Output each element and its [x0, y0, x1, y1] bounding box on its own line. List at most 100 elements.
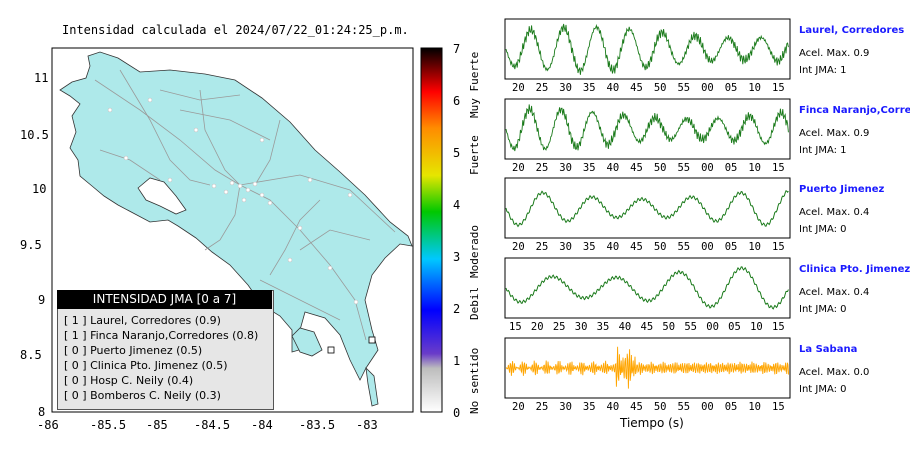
time-tick: 40: [606, 82, 620, 94]
nicoya-gulf: [137, 177, 187, 215]
time-tick: 10: [748, 162, 762, 174]
time-tick: 20: [530, 321, 544, 333]
station-jma: Int JMA: 0: [799, 224, 847, 235]
station-name: Laurel, Corredores: [799, 25, 905, 36]
map-y-tick: 8.5: [20, 348, 42, 362]
station-markers: [327, 336, 376, 354]
time-tick: 40: [606, 162, 620, 174]
time-tick: 35: [582, 162, 596, 174]
time-tick: 55: [677, 82, 691, 94]
time-tick: 00: [701, 241, 714, 253]
time-tick: 15: [509, 321, 522, 333]
time-tick: 05: [724, 401, 738, 413]
time-tick: 40: [606, 401, 620, 413]
colorbar-tick: 6: [453, 94, 461, 108]
station-max-accel: Acel. Max. 0.9: [799, 128, 870, 139]
time-tick: 10: [750, 321, 763, 333]
time-tick: 05: [724, 82, 738, 94]
legend-item: [ 0 ] Clinica Pto. Jimenez (0.5): [64, 359, 228, 372]
waveform-frame: [504, 18, 791, 80]
time-tick: 25: [535, 241, 549, 253]
time-axis-label: Tiempo (s): [620, 416, 684, 430]
time-tick: 35: [582, 241, 596, 253]
colorbar-tick: 0: [453, 406, 461, 420]
colorbar: [420, 47, 443, 413]
map-y-tick: 11: [34, 71, 49, 85]
time-tick: 35: [582, 82, 596, 94]
time-tick: 00: [706, 321, 719, 333]
colorbar-tick: 5: [453, 146, 461, 160]
waveform-trace: [505, 23, 789, 75]
legend-item: [ 0 ] Bomberos C. Neily (0.3): [64, 389, 221, 402]
time-tick: 45: [630, 401, 643, 413]
time-tick: 30: [559, 401, 572, 413]
station-max-accel: Acel. Max. 0.0: [799, 367, 870, 378]
map-x-tick: -84.5: [194, 418, 231, 432]
map-y-tick: 8: [38, 405, 46, 419]
time-tick: 15: [772, 321, 785, 333]
time-tick: 00: [701, 401, 714, 413]
station-name: La Sabana: [799, 344, 858, 355]
time-tick: 55: [677, 401, 691, 413]
map-y-tick: 10: [32, 182, 47, 196]
colorbar-tick: 7: [453, 42, 461, 56]
legend-item: [ 0 ] Puerto Jimenez (0.5): [64, 344, 203, 357]
time-tick: 45: [630, 82, 643, 94]
time-tick: 50: [653, 82, 667, 94]
station-jma: Int JMA: 1: [799, 65, 847, 76]
map-x-tick: -83: [356, 418, 378, 432]
waveform-trace: [505, 190, 789, 228]
town-dots: [107, 97, 359, 305]
time-tick: 50: [653, 401, 667, 413]
time-tick: 05: [724, 241, 738, 253]
time-tick: 05: [728, 321, 741, 333]
osa-peninsula: [291, 327, 323, 357]
map-x-tick: -85: [146, 418, 168, 432]
legend-item: [ 1 ] Laurel, Corredores (0.9): [64, 314, 221, 327]
time-tick: 15: [772, 241, 785, 253]
map-x-tick: -84: [251, 418, 273, 432]
time-tick: 15: [772, 401, 785, 413]
time-tick: 10: [748, 241, 762, 253]
time-tick: 45: [630, 241, 643, 253]
time-tick: 25: [535, 401, 549, 413]
legend-title: INTENSIDAD JMA [0 a 7]: [57, 290, 272, 309]
waveform-trace: [505, 104, 789, 152]
time-tick: 30: [559, 241, 572, 253]
time-tick: 15: [772, 82, 785, 94]
time-tick: 25: [552, 321, 566, 333]
station-max-accel: Acel. Max. 0.4: [799, 207, 870, 218]
intensity-legend: [57, 290, 274, 410]
time-tick: 20: [512, 241, 525, 253]
colorbar-tick: 2: [453, 302, 461, 316]
time-tick: 30: [559, 162, 572, 174]
time-tick: 20: [512, 401, 525, 413]
time-tick: 35: [596, 321, 610, 333]
colorbar-tick: 3: [453, 250, 461, 264]
legend-item: [ 0 ] Hosp C. Neily (0.4): [64, 374, 194, 387]
time-tick: 35: [582, 401, 596, 413]
time-tick: 50: [653, 241, 667, 253]
time-tick: 45: [640, 321, 654, 333]
station-max-accel: Acel. Max. 0.4: [799, 287, 870, 298]
waveform-trace: [505, 266, 789, 310]
station-jma: Int JMA: 0: [799, 304, 847, 315]
station-name: Finca Naranjo,Corredores: [799, 105, 910, 116]
time-tick: 00: [701, 162, 714, 174]
time-tick: 05: [724, 162, 738, 174]
time-tick: 30: [574, 321, 588, 333]
time-tick: 40: [606, 241, 620, 253]
station-name: Puerto Jimenez: [799, 184, 885, 195]
time-tick: 25: [535, 82, 549, 94]
time-tick: 50: [662, 321, 676, 333]
colorbar-tick: 1: [453, 354, 461, 368]
legend-item: [ 1 ] Finca Naranjo,Corredores (0.8): [64, 329, 259, 342]
road-network: [94, 69, 396, 341]
waveform-frame: [504, 177, 791, 239]
map-x-tick: -86: [37, 418, 59, 432]
map-y-tick: 10.5: [20, 128, 49, 142]
time-tick: 55: [677, 162, 691, 174]
time-tick: 55: [677, 241, 691, 253]
burica-peninsula: [365, 366, 379, 407]
time-tick: 50: [653, 162, 667, 174]
